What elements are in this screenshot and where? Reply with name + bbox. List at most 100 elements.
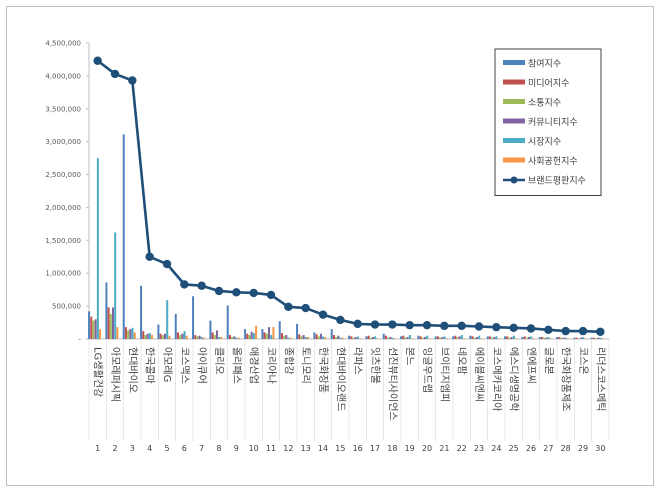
bar-5-24 [495,336,498,339]
bar-5-23 [478,335,481,339]
bar-4-19 [406,337,409,339]
bar-4-11 [268,327,270,339]
bar-2-21 [436,336,439,339]
bar-6-2 [116,327,119,339]
line-point-29 [578,326,588,336]
x-rank-label: 18 [387,444,397,453]
bar-1-15 [330,329,333,339]
bar-1-10 [244,329,247,339]
y-tick-label: 1,000,000 [45,270,81,278]
legend-swatch [503,79,525,85]
bar-4-20 [424,337,426,339]
x-rank-label: 26 [526,444,536,453]
x-rank-label: 2 [112,444,117,453]
bar-2-8 [211,332,214,339]
bar-4-7 [198,335,201,339]
bar-1-9 [226,305,229,339]
x-rank-label: 7 [199,444,204,453]
x-rank-label: 11 [266,444,276,453]
x-rank-label: 14 [318,444,328,453]
bar-1-4 [140,285,143,339]
y-tick-label: 4,500,000 [45,40,81,48]
bar-3-28 [560,337,563,339]
x-rank-label: 1 [95,444,100,453]
x-rank-label: 24 [491,444,501,453]
bar-3-22 [456,337,459,339]
bar-1-27 [538,337,541,339]
line-point-6 [180,280,189,289]
bar-2-17 [367,335,370,339]
bar-4-8 [216,330,218,339]
line-point-13 [301,303,310,313]
bar-5-2 [114,232,117,339]
line-point-16 [353,319,362,329]
bar-1-5 [157,324,160,339]
bar-2-2 [107,307,110,339]
bar-5-22 [460,335,463,339]
line-point-8 [214,286,224,296]
legend-label: 미디어지수 [528,78,569,89]
bar-4-10 [250,331,253,339]
bar-3-21 [439,337,442,339]
x-category-label: 코스맥스 [178,347,190,384]
x-rank-label: 13 [301,444,311,453]
bar-1-3 [122,134,125,339]
x-rank-label: 27 [543,444,553,453]
bar-1-21 [434,336,437,339]
bar-6-24 [497,338,500,339]
line-point-3 [128,76,137,85]
bar-4-5 [164,333,166,339]
bar-6-15 [341,337,344,339]
bar-4-15 [337,335,340,339]
bar-4-26 [528,337,530,339]
bar-6-30 [601,338,604,339]
bar-5-18 [391,337,394,339]
bar-6-10 [255,325,258,339]
bar-6-5 [168,335,171,339]
bar-3-25 [508,337,511,339]
bar-2-5 [159,333,162,339]
x-category-label: 아모레퍼시픽 [109,347,121,402]
x-category-label: 종합강 [282,347,294,375]
bar-1-28 [556,337,559,339]
bar-2-29 [575,337,578,339]
bar-6-1 [99,329,102,339]
x-rank-label: 25 [509,444,519,453]
bar-3-26 [525,337,528,339]
bar-1-17 [365,336,368,339]
x-category-label: 브이티지엠피 [438,347,450,402]
x-rank-label: 20 [422,444,432,453]
line-point-27 [544,325,553,334]
line-point-18 [388,320,397,329]
x-category-label: 에이블씨엔씨 [473,347,485,402]
legend-swatch [503,60,525,65]
bar-1-16 [348,335,351,339]
bar-3-3 [127,330,130,339]
bar-6-6 [185,335,188,339]
bar-2-27 [540,337,543,339]
y-tick-label: 2,500,000 [45,171,81,179]
y-tick-label: - [78,336,81,344]
x-category-label: 클리오 [213,347,225,375]
x-category-label: 아모레G [161,347,173,382]
bar-4-1 [94,319,97,339]
x-category-label: 현대바이오 [126,347,138,393]
bar-4-29 [580,337,582,339]
line-point-22 [457,321,466,331]
bar-1-8 [209,320,212,339]
bar-2-19 [402,335,405,339]
bar-5-9 [235,337,238,339]
x-rank-label: 28 [561,444,571,453]
line-point-12 [284,302,293,311]
bar-2-3 [124,327,127,339]
bar-3-13 [300,336,303,339]
bar-6-21 [445,338,448,339]
bar-2-25 [506,336,509,339]
bar-4-13 [302,335,305,339]
x-category-label: 네오팜 [456,347,468,375]
bar-5-11 [270,335,273,339]
bar-5-16 [356,336,359,339]
y-tick-label: 2,000,000 [45,204,81,212]
bar-3-2 [109,314,112,339]
bar-1-11 [261,329,264,339]
